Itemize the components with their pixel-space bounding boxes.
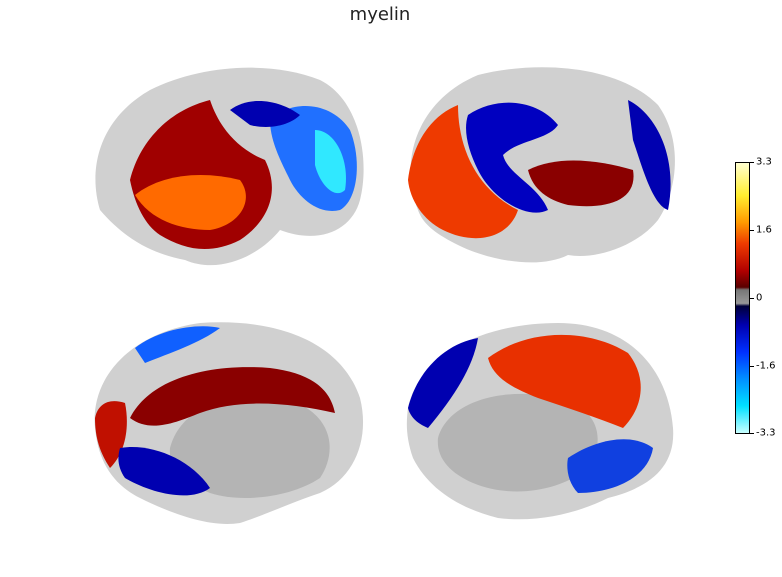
myelin-blue-edge	[628, 100, 671, 210]
myelin-red-region	[408, 105, 518, 239]
medial-wall	[437, 393, 598, 492]
myelin-blue-frontal	[408, 338, 478, 428]
myelin-red-occipital	[95, 401, 127, 468]
myelin-bright-cyan	[315, 130, 346, 194]
figure-title: myelin	[349, 4, 411, 25]
medial-wall	[169, 395, 330, 498]
myelin-blue-top	[135, 326, 220, 363]
myelin-blue-lower	[118, 447, 210, 496]
myelin-darkred-band	[130, 367, 335, 426]
myelin-blue-lower	[567, 439, 653, 493]
myelin-orange-region	[488, 334, 641, 428]
colorbar-tick	[750, 230, 754, 231]
colorbar-tick-label: -3.3	[756, 427, 776, 439]
brain-right-lateral	[408, 67, 675, 263]
colorbar-tick	[750, 433, 754, 434]
brain-left-medial	[94, 322, 364, 524]
colorbar-tick	[750, 366, 754, 367]
brain-right-medial	[406, 323, 674, 520]
colorbar-tick	[750, 162, 754, 163]
myelin-blue-region	[466, 102, 558, 213]
myelin-darkred-region	[528, 160, 634, 207]
colorbar-tick-label: 1.6	[756, 224, 772, 236]
colorbar-tick-label: -1.6	[756, 360, 776, 372]
colorbar-tick	[750, 298, 754, 299]
myelin-blue-band	[230, 100, 300, 127]
colorbar-tick-label: 0	[756, 292, 763, 304]
colorbar	[735, 162, 750, 434]
brain-left-lateral	[95, 67, 364, 266]
colorbar-tick-label: 3.3	[756, 156, 772, 168]
myelin-orange-region	[135, 175, 246, 230]
